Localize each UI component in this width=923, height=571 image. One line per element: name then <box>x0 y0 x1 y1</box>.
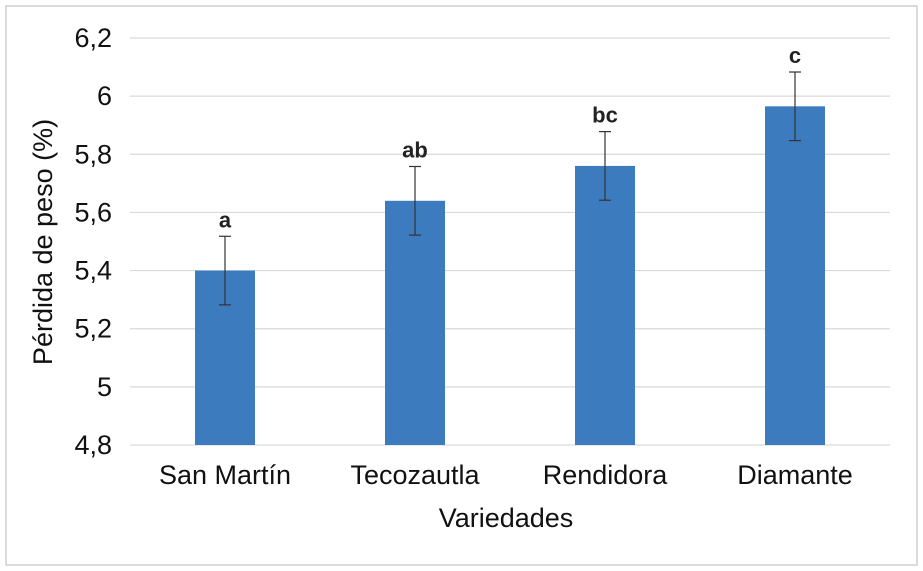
y-tick-label: 5,2 <box>74 314 112 344</box>
y-tick-label: 6 <box>97 81 112 111</box>
error-bar <box>599 131 611 201</box>
error-bar <box>219 235 231 306</box>
y-tick-label: 5,8 <box>74 139 112 169</box>
x-axis-categories: San Martín Tecozautla Rendidora Diamante <box>159 460 853 490</box>
x-tick-label: Tecozautla <box>350 460 480 490</box>
bar <box>765 106 825 445</box>
error-bar <box>789 71 801 142</box>
y-tick-label: 5,6 <box>74 197 112 227</box>
error-bars <box>219 71 801 306</box>
y-tick-label: 5,4 <box>74 256 112 286</box>
y-tick-label: 6,2 <box>74 23 112 53</box>
significance-labels: a ab bc c <box>219 43 801 232</box>
significance-label: a <box>219 207 232 232</box>
bar <box>385 200 445 445</box>
x-tick-label: Diamante <box>737 460 853 490</box>
significance-label: bc <box>592 103 618 128</box>
significance-label: c <box>789 43 801 68</box>
error-bar <box>409 165 421 236</box>
x-tick-label: Rendidora <box>543 460 669 490</box>
gridlines <box>130 37 890 446</box>
y-axis-title: Pérdida de peso (%) <box>28 119 58 365</box>
significance-label: ab <box>402 137 428 162</box>
bar <box>575 165 635 445</box>
y-axis-ticks: 4,8 5 5,2 5,4 5,6 5,8 6 6,2 <box>74 23 112 460</box>
x-tick-label: San Martín <box>159 460 291 490</box>
x-axis-title: Variedades <box>439 503 574 533</box>
y-tick-label: 4,8 <box>74 430 112 460</box>
y-tick-label: 5 <box>97 372 112 402</box>
